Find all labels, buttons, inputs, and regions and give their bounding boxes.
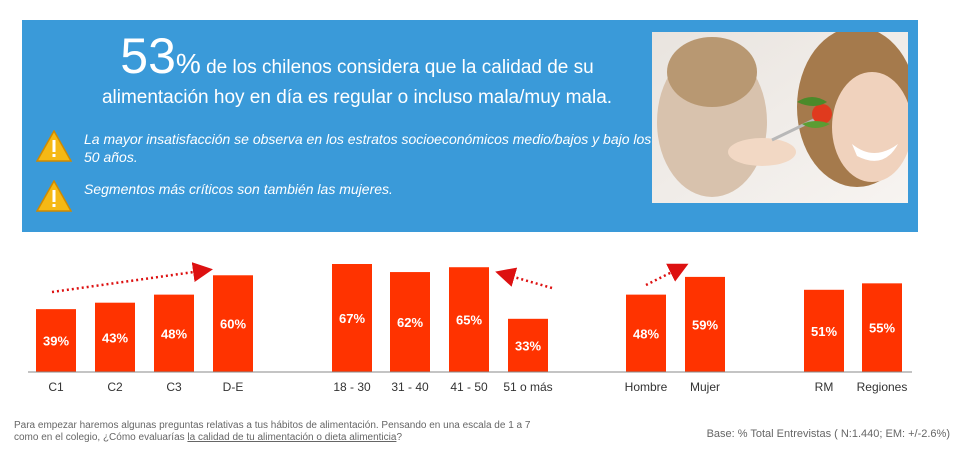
- trend-arrow-left: [495, 267, 553, 290]
- survey-question-footnote: Para empezar haremos algunas preguntas r…: [14, 420, 654, 444]
- bar-value-label: 48%: [633, 326, 659, 341]
- x-tick-label: C3: [166, 380, 182, 394]
- headline-line2: alimentación hoy en día es regular o inc…: [101, 87, 613, 108]
- x-tick-label: 31 - 40: [391, 380, 429, 394]
- bar-c3: [154, 294, 194, 372]
- bar-value-label: 62%: [397, 315, 423, 330]
- x-tick-label: C2: [107, 380, 123, 394]
- bar-value-label: 65%: [456, 313, 482, 328]
- bullet-insight-1: La mayor insatisfacción se observa en lo…: [36, 130, 656, 170]
- x-tick-label: RM: [815, 380, 834, 394]
- bullet-insight-2: Segmentos más críticos son también las m…: [36, 180, 656, 212]
- bar-value-label: 67%: [339, 311, 365, 326]
- trend-arrow-up-right: [51, 262, 213, 294]
- bar-c1: [36, 309, 76, 372]
- bar-18-30: [332, 264, 372, 372]
- headline-big-number: 53: [120, 28, 176, 84]
- headline-line1: de los chilenos considera que la calidad…: [200, 57, 594, 78]
- bullet-text-1: La mayor insatisfacción se observa en lo…: [84, 131, 652, 165]
- summary-banner: 53% de los chilenos considera que la cal…: [22, 20, 918, 232]
- footnote-line2-prefix: como en el colegio, ¿Cómo evaluarías: [14, 432, 188, 443]
- x-tick-label: 18 - 30: [333, 380, 371, 394]
- bar-31-40: [390, 272, 430, 372]
- warning-triangle-icon: [36, 180, 72, 212]
- bar-d-e: [213, 275, 253, 372]
- x-tick-label: 51 o más: [503, 380, 552, 394]
- x-tick-label: D-E: [223, 380, 244, 394]
- footnote-underlined-text: la calidad de tu alimentación o dieta al…: [187, 432, 397, 443]
- footnote-line2-suffix: ?: [396, 432, 402, 443]
- bar-c2: [95, 302, 135, 372]
- bar-rm: [804, 289, 844, 372]
- bar-value-label: 33%: [515, 338, 541, 353]
- footnote-line1: Para empezar haremos algunas preguntas r…: [14, 420, 531, 431]
- trend-arrow-up-right: [645, 263, 689, 287]
- woman-eating-salad-photo: [652, 32, 908, 203]
- x-tick-label: Mujer: [690, 380, 720, 394]
- bar-value-label: 51%: [811, 324, 837, 339]
- bar-value-label: 59%: [692, 317, 718, 332]
- warning-triangle-icon: [36, 130, 72, 162]
- bar-regiones: [862, 283, 902, 372]
- bar-51omás: [508, 318, 548, 372]
- bar-value-label: 48%: [161, 326, 187, 341]
- bar-chart: 39% 43% 48% 60% 67% 62% 65% 33% 48% 59% 51% 55% C1 C…: [28, 262, 912, 394]
- base-note: Base: % Total Entrevistas ( N:1.440; EM:…: [706, 428, 950, 440]
- x-tick-label: Regiones: [857, 380, 908, 394]
- bar-value-label: 43%: [102, 330, 128, 345]
- bar-hombre: [626, 294, 666, 372]
- x-tick-label: C1: [48, 380, 64, 394]
- bullet-text-2: Segmentos más críticos son también las m…: [84, 181, 393, 197]
- x-tick-label: 41 - 50: [450, 380, 488, 394]
- headline: 53% de los chilenos considera que la cal…: [62, 31, 652, 113]
- x-tick-label: Hombre: [625, 380, 668, 394]
- bar-41-50: [449, 267, 489, 372]
- bar-value-label: 60%: [220, 317, 246, 332]
- bar-value-label: 39%: [43, 334, 69, 349]
- bar-mujer: [685, 276, 725, 372]
- bar-value-label: 55%: [869, 321, 895, 336]
- headline-percent-sign: %: [175, 48, 201, 79]
